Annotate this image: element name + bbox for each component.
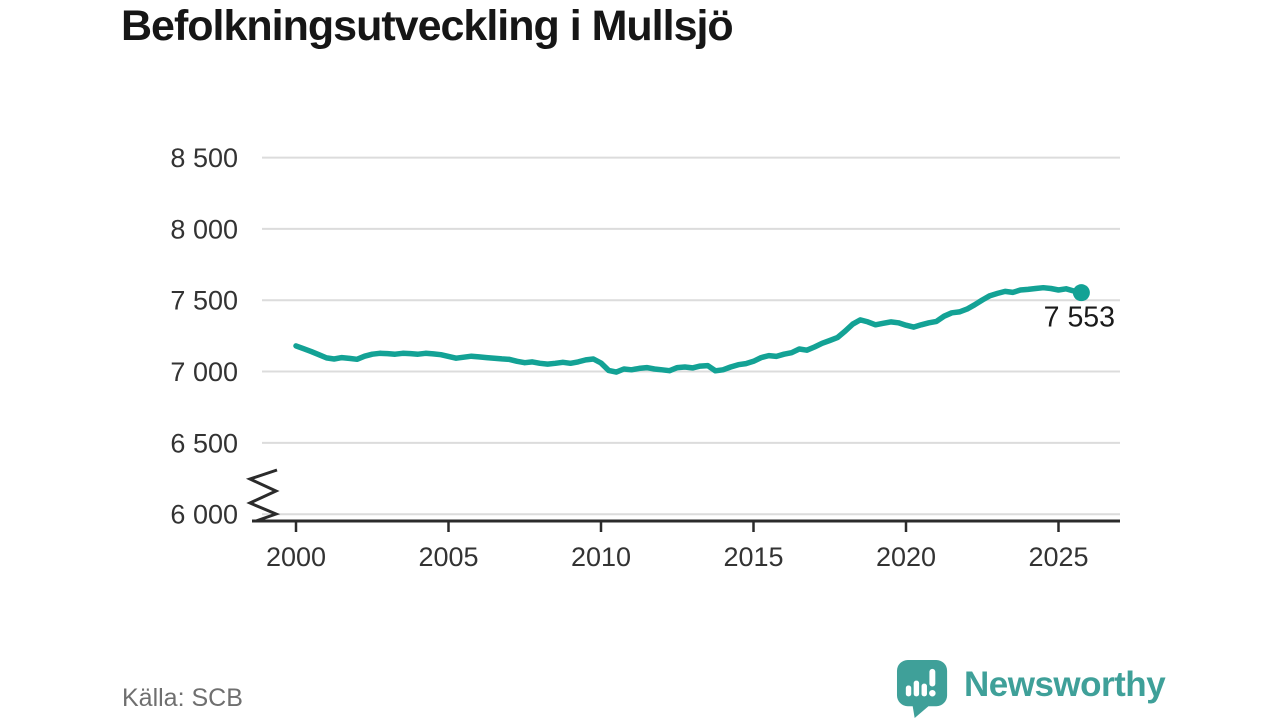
y-tick-label: 6 500 [170,428,238,458]
source-label: Källa: SCB [122,684,243,712]
latest-point-marker [1072,284,1090,302]
x-tick-label: 2010 [571,542,631,572]
y-tick-label: 7 000 [170,357,238,387]
x-tick-label: 2015 [723,542,783,572]
x-tick-label: 2000 [266,542,326,572]
axis-break-icon [245,468,281,523]
population-line [293,284,1085,375]
newsworthy-logo-icon [896,660,948,718]
chart-title: Befolkningsutveckling i Mullsjö [121,2,734,50]
x-tick-label: 2005 [418,542,478,572]
y-tick-label: 6 000 [170,500,238,530]
newsworthy-logo: Newsworthy [896,659,1166,719]
y-tick-label: 8 500 [170,143,238,173]
newsworthy-wordmark: Newsworthy [964,665,1166,704]
x-tick-label: 2025 [1028,542,1088,572]
latest-value-label: 7 553 [1044,302,1115,334]
y-tick-label: 7 500 [170,286,238,316]
y-tick-label: 8 000 [170,214,238,244]
x-tick-label: 2020 [876,542,936,572]
